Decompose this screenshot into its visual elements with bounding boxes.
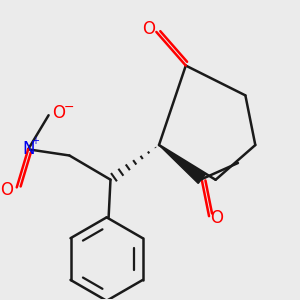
Text: N: N bbox=[22, 140, 34, 158]
Text: O: O bbox=[211, 209, 224, 227]
Text: O: O bbox=[142, 20, 155, 38]
Text: −: − bbox=[63, 101, 74, 114]
Text: +: + bbox=[31, 136, 39, 146]
Polygon shape bbox=[159, 145, 205, 183]
Text: O: O bbox=[52, 104, 65, 122]
Text: O: O bbox=[0, 181, 13, 199]
